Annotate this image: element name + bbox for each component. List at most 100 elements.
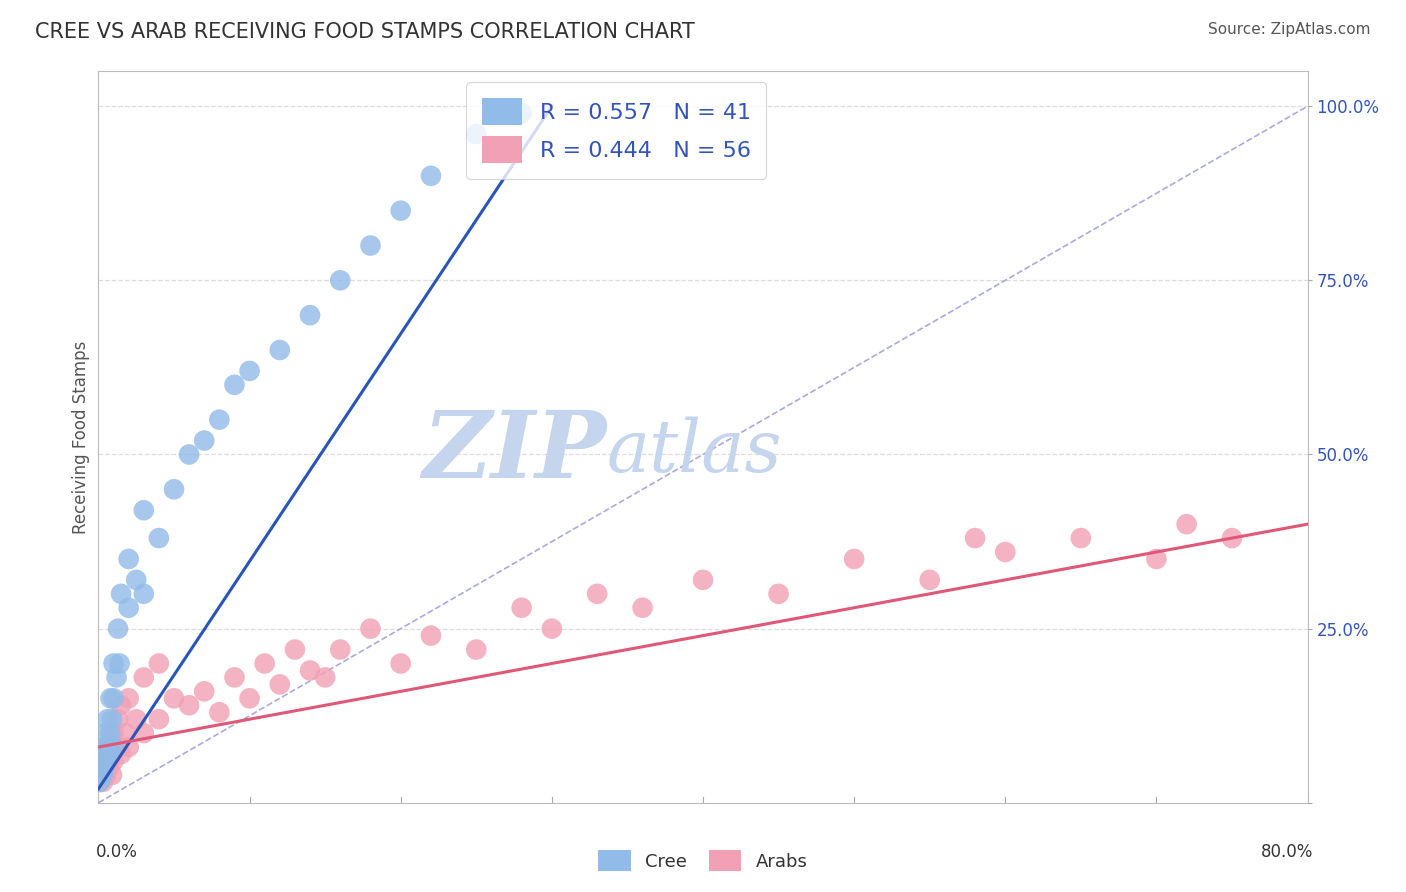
Point	[510, 600, 533, 615]
Point	[510, 106, 533, 120]
Point	[269, 677, 291, 691]
Point	[465, 127, 488, 141]
Point	[132, 503, 155, 517]
Point	[101, 768, 124, 782]
Text: Source: ZipAtlas.com: Source: ZipAtlas.com	[1208, 22, 1371, 37]
Point	[284, 642, 307, 657]
Point	[118, 600, 141, 615]
Point	[105, 740, 128, 755]
Point	[90, 761, 112, 775]
Point	[389, 203, 412, 218]
Text: 0.0%: 0.0%	[96, 843, 138, 861]
Point	[163, 691, 186, 706]
Point	[94, 768, 117, 782]
Point	[179, 698, 201, 713]
Point	[96, 747, 118, 761]
Point	[118, 740, 141, 755]
Point	[389, 657, 412, 671]
Y-axis label: Receiving Food Stamps: Receiving Food Stamps	[72, 341, 90, 533]
Point	[90, 768, 112, 782]
Point	[768, 587, 790, 601]
Point	[224, 377, 246, 392]
Point	[125, 712, 148, 726]
Point	[586, 587, 609, 601]
Point	[114, 726, 136, 740]
Point	[329, 273, 352, 287]
Point	[148, 657, 170, 671]
Point	[91, 754, 114, 768]
Point	[103, 726, 125, 740]
Point	[631, 600, 654, 615]
Point	[101, 712, 124, 726]
Point	[299, 308, 322, 322]
Point	[299, 664, 322, 678]
Point	[93, 761, 115, 775]
Point	[94, 726, 117, 740]
Point	[465, 642, 488, 657]
Point	[193, 684, 215, 698]
Point	[965, 531, 987, 545]
Point	[148, 531, 170, 545]
Point	[96, 754, 118, 768]
Point	[110, 747, 132, 761]
Point	[420, 169, 443, 183]
Point	[224, 670, 246, 684]
Point	[100, 747, 122, 761]
Point	[163, 483, 186, 497]
Legend: R = 0.557   N = 41, R = 0.444   N = 56: R = 0.557 N = 41, R = 0.444 N = 56	[467, 82, 766, 179]
Point	[360, 238, 382, 252]
Point	[96, 712, 118, 726]
Point	[110, 698, 132, 713]
Point	[89, 775, 111, 789]
Text: CREE VS ARAB RECEIVING FOOD STAMPS CORRELATION CHART: CREE VS ARAB RECEIVING FOOD STAMPS CORRE…	[35, 22, 695, 42]
Point	[103, 754, 125, 768]
Point	[193, 434, 215, 448]
Point	[148, 712, 170, 726]
Point	[208, 412, 231, 426]
Point	[94, 754, 117, 768]
Text: 80.0%: 80.0%	[1261, 843, 1313, 861]
Point	[103, 691, 125, 706]
Point	[108, 657, 131, 671]
Point	[105, 670, 128, 684]
Point	[132, 670, 155, 684]
Point	[253, 657, 276, 671]
Point	[208, 705, 231, 719]
Point	[89, 775, 111, 789]
Point	[239, 364, 262, 378]
Point	[107, 712, 129, 726]
Text: atlas: atlas	[606, 417, 782, 487]
Point	[125, 573, 148, 587]
Point	[1175, 517, 1198, 532]
Point	[179, 448, 201, 462]
Point	[1070, 531, 1092, 545]
Point	[918, 573, 941, 587]
Point	[107, 622, 129, 636]
Point	[1144, 552, 1167, 566]
Point	[314, 670, 336, 684]
Point	[98, 740, 121, 755]
Point	[93, 761, 115, 775]
Point	[94, 740, 117, 755]
Point	[420, 629, 443, 643]
Point	[118, 691, 141, 706]
Point	[90, 754, 112, 768]
Point	[100, 726, 122, 740]
Point	[110, 587, 132, 601]
Text: ZIP: ZIP	[422, 407, 606, 497]
Point	[692, 573, 714, 587]
Point	[329, 642, 352, 657]
Point	[93, 740, 115, 755]
Point	[844, 552, 866, 566]
Point	[103, 740, 125, 755]
Point	[269, 343, 291, 357]
Point	[100, 691, 122, 706]
Point	[91, 768, 114, 782]
Point	[132, 726, 155, 740]
Point	[360, 622, 382, 636]
Point	[103, 657, 125, 671]
Point	[91, 747, 114, 761]
Point	[91, 775, 114, 789]
Point	[132, 587, 155, 601]
Point	[118, 552, 141, 566]
